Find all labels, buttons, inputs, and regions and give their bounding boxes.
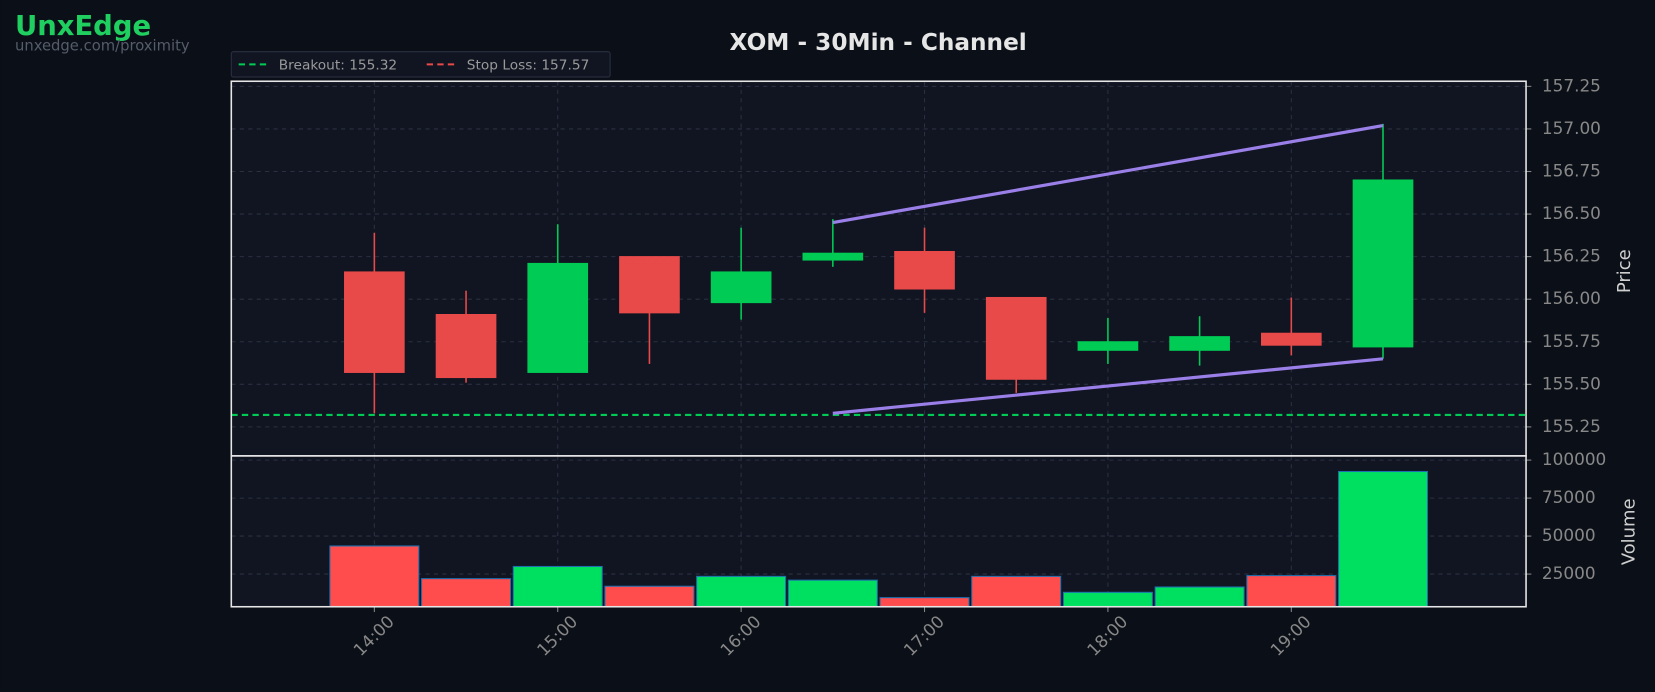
y-tick-label: 156.50 (1542, 203, 1601, 223)
volume-bar (512, 565, 603, 608)
y-tick-label: 156.75 (1542, 160, 1601, 180)
volume-bar (421, 578, 512, 608)
hlines (231, 413, 1527, 417)
y-tick-label: 155.25 (1542, 416, 1601, 436)
candle-body (1077, 341, 1139, 351)
y-tick-label: 75000 (1542, 487, 1596, 507)
y-tick-label: 156.00 (1542, 288, 1601, 308)
y-axis-label: Price (1614, 249, 1635, 293)
candle-body (344, 271, 405, 373)
brand-url: unxedge.com/proximity (15, 37, 190, 54)
volume-bar (971, 575, 1062, 608)
candle-body (985, 296, 1047, 380)
volume-axis-label: Volume (1618, 499, 1639, 566)
volume-bar (879, 597, 970, 608)
y-tick-label: 156.25 (1542, 246, 1601, 266)
legend-box (230, 51, 611, 78)
candle-body (802, 252, 864, 261)
price-panel (231, 81, 1527, 456)
brand-name: UnxEdge (15, 11, 151, 42)
volume-bar (787, 579, 878, 608)
candle-body (1352, 179, 1414, 348)
legend-label: Stop Loss: 157.57 (467, 57, 589, 73)
volume-bar (1338, 470, 1429, 608)
volume-frame (230, 455, 1527, 608)
volume-bar (1246, 575, 1337, 608)
chart-title: XOM - 30Min - Channel (730, 29, 1027, 56)
y-tick-label: 155.75 (1542, 331, 1601, 351)
channel-line (832, 123, 1384, 225)
candle-body (619, 256, 680, 314)
y-tick-label: 50000 (1542, 525, 1596, 545)
candle-body (894, 250, 955, 290)
volume-bar (1062, 591, 1153, 608)
y-tick-label: 155.50 (1542, 373, 1601, 393)
candle-body (1260, 332, 1322, 346)
candle-body (435, 313, 497, 379)
candle-body (527, 262, 589, 373)
legend: Breakout: 155.32 Stop Loss: 157.57 (230, 51, 611, 78)
legend-label: Breakout: 155.32 (279, 57, 397, 73)
volume-bar (1154, 586, 1245, 608)
y-tick-label: 157.00 (1542, 118, 1601, 138)
volume-bar (696, 575, 787, 608)
volume-bar (604, 585, 695, 608)
y-tick-label: 157.25 (1542, 75, 1601, 95)
candle-body (1169, 336, 1230, 351)
candle-body (710, 271, 772, 304)
volume-bar (329, 545, 420, 608)
y-tick-label: 25000 (1542, 563, 1596, 583)
y-tick-label: 100000 (1542, 449, 1606, 469)
channel-line (832, 357, 1384, 415)
